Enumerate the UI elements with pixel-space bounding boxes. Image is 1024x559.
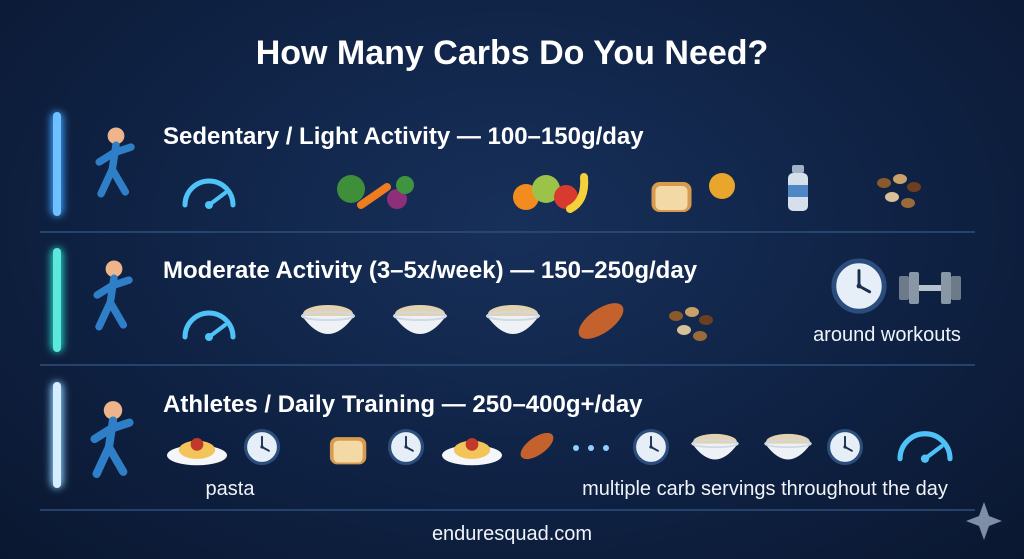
sprinter-icon: [95, 401, 130, 474]
runner-icon: [97, 260, 129, 326]
sweet-potato-icon: [572, 296, 630, 346]
oats-bowl-icon: [691, 432, 739, 461]
grain-bowl-icon: [764, 432, 812, 461]
clock-icon: [387, 428, 425, 466]
pasta-icon: [167, 438, 227, 466]
clock-icon: [243, 428, 281, 466]
clock-icon: [632, 428, 670, 466]
gauge-icon: [185, 181, 233, 209]
nuts-icon: [669, 307, 713, 341]
fruit-icon: [513, 175, 584, 210]
tier-heading: Moderate Activity (3–5x/week) — 150–250g…: [163, 257, 698, 284]
tier-bar: [53, 248, 61, 352]
tier-note: around workouts: [813, 324, 961, 346]
sparkle: [966, 502, 1002, 540]
person-icon: [99, 127, 131, 193]
grain-bowl-icon: [392, 303, 448, 336]
tier-bar: [53, 112, 61, 216]
dot: [588, 445, 594, 451]
clock-icon: [834, 261, 884, 311]
tier-heading: Athletes / Daily Training — 250–400g+/da…: [163, 391, 643, 418]
gauge-icon: [185, 313, 233, 341]
tier-bar: [53, 382, 61, 488]
rice-bowl-icon: [300, 303, 356, 336]
clock-icon: [826, 428, 864, 466]
tier-note: multiple carb servings throughout the da…: [582, 478, 948, 500]
gauge-icon: [900, 434, 950, 463]
honey-icon: [709, 173, 735, 199]
title: How Many Carbs Do You Need?: [256, 34, 769, 72]
bread-icon: [651, 182, 692, 212]
dot: [603, 445, 609, 451]
oats-bowl-icon: [485, 303, 541, 336]
grains-icon: [877, 174, 921, 208]
tier-note: pasta: [206, 478, 256, 500]
dumbbell-icon: [899, 272, 961, 304]
bread-icon: [329, 437, 367, 465]
sweet-potato-icon: [516, 427, 558, 465]
tier-heading: Sedentary / Light Activity — 100–150g/da…: [163, 123, 644, 150]
bottle-icon: [788, 165, 808, 211]
pasta-icon: [442, 438, 502, 466]
dot: [573, 445, 579, 451]
vegetables-icon: [337, 175, 414, 209]
footer: enduresquad.com: [432, 523, 592, 545]
